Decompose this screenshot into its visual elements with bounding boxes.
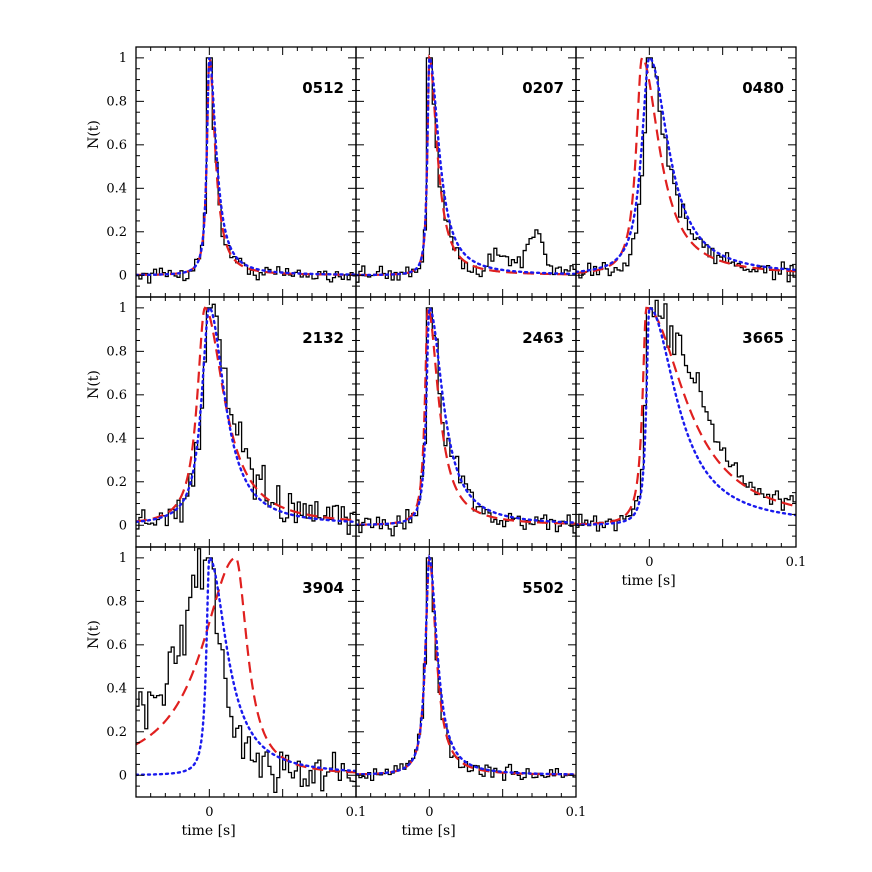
panel-0512: 0 0.2 0.4 0.6 0.8 1 N(t) 0512 (86, 46, 357, 298)
x-tick-label: 0 (425, 805, 433, 820)
y-tick-label: 0.6 (106, 388, 127, 403)
y-tick-label: 0 (119, 518, 127, 533)
model-dotted-curve (136, 57, 356, 277)
panel-label: 2463 (522, 329, 564, 347)
y-tick-label: 0.8 (106, 594, 127, 609)
panel-2463: 2463 (355, 296, 577, 548)
y-tick-label: 0.4 (106, 181, 127, 196)
x-tick-label: 0.1 (786, 555, 807, 570)
y-tick-label: 0 (119, 268, 127, 283)
y-axis-label: N(t) (86, 120, 102, 149)
y-tick-label: 0 (119, 768, 127, 783)
y-axis-label: N(t) (86, 620, 102, 649)
panel-label: 0480 (742, 79, 784, 97)
panel-frame (355, 546, 577, 798)
x-tick-label: 0.1 (346, 805, 367, 820)
panel-label: 0207 (522, 79, 564, 97)
model-dotted-curve (356, 305, 576, 526)
panel-label: 3904 (302, 579, 344, 597)
panel-0480: 0480 (575, 46, 797, 298)
panel-label: 5502 (522, 579, 564, 597)
model-dotted-curve (136, 306, 356, 524)
y-tick-label: 0.8 (106, 344, 127, 359)
panel-frame (575, 296, 797, 548)
y-tick-label: 0.6 (106, 638, 127, 653)
panel-5502: 0 0.1 time [s] 5502 (355, 546, 587, 839)
y-tick-label: 0.4 (106, 681, 127, 696)
y-tick-label: 0.2 (106, 475, 127, 490)
panel-2132: 0 0.2 0.4 0.6 0.8 1 N(t) 2132 (86, 296, 357, 548)
x-axis-label: time [s] (181, 823, 235, 839)
y-tick-label: 0.6 (106, 138, 127, 153)
x-tick-label: 0 (645, 555, 653, 570)
y-tick-label: 0.8 (106, 94, 127, 109)
model-dotted-curve (136, 556, 356, 776)
model-dashed-curve (576, 306, 796, 526)
model-dotted-curve (576, 306, 796, 526)
model-dashed-curve (136, 556, 356, 774)
panel-3904: 0 0.2 0.4 0.6 0.8 1 N(t) 0 0.1 time [s] 3904 (86, 546, 367, 839)
model-dashed-curve (576, 56, 796, 274)
y-tick-label: 0.2 (106, 225, 127, 240)
panel-label: 0512 (302, 79, 344, 97)
model-dashed-curve (136, 306, 356, 523)
y-tick-label: 1 (119, 51, 127, 66)
model-dotted-curve (356, 54, 576, 277)
y-tick-label: 0.4 (106, 431, 127, 446)
y-tick-label: 1 (119, 551, 127, 566)
panel-label: 2132 (302, 329, 344, 347)
y-tick-label: 1 (119, 301, 127, 316)
x-tick-label: 0 (205, 805, 213, 820)
x-axis-label: time [s] (621, 573, 675, 589)
panel-3665: 0 0.1 time [s] 3665 (575, 296, 807, 589)
y-tick-label: 0.2 (106, 725, 127, 740)
panel-label: 3665 (742, 329, 784, 347)
y-axis-label: N(t) (86, 370, 102, 399)
data-histogram (136, 548, 356, 794)
x-tick-label: 0.1 (566, 805, 587, 820)
x-axis-label: time [s] (401, 823, 455, 839)
data-histogram (356, 307, 576, 537)
model-dotted-curve (356, 554, 576, 776)
panel-0207: 0207 (355, 46, 577, 298)
model-dotted-curve (576, 56, 796, 274)
